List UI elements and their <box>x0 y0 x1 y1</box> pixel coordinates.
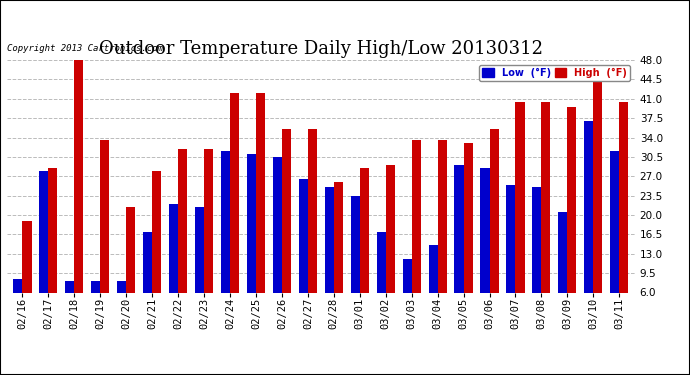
Bar <box>100 140 110 326</box>
Bar <box>117 281 126 326</box>
Legend: Low  (°F), High  (°F): Low (°F), High (°F) <box>480 65 630 81</box>
Bar <box>143 232 152 326</box>
Title: Outdoor Temperature Daily High/Low 20130312: Outdoor Temperature Daily High/Low 20130… <box>99 40 543 58</box>
Bar <box>584 121 593 326</box>
Bar <box>169 204 178 326</box>
Bar <box>619 102 629 326</box>
Bar <box>515 102 524 326</box>
Bar <box>91 281 100 326</box>
Bar <box>542 102 551 326</box>
Bar <box>75 57 83 326</box>
Bar <box>325 188 334 326</box>
Bar <box>204 148 213 326</box>
Bar <box>489 129 499 326</box>
Bar <box>256 93 265 326</box>
Bar <box>351 196 359 326</box>
Bar <box>178 148 187 326</box>
Bar <box>412 140 421 326</box>
Bar <box>152 171 161 326</box>
Bar <box>230 93 239 326</box>
Bar <box>126 207 135 326</box>
Bar <box>66 281 75 326</box>
Bar <box>532 188 542 326</box>
Bar <box>221 152 230 326</box>
Bar <box>273 157 282 326</box>
Bar <box>359 168 369 326</box>
Bar <box>610 152 619 326</box>
Bar <box>39 171 48 326</box>
Bar <box>428 246 437 326</box>
Bar <box>480 168 489 326</box>
Bar <box>386 165 395 326</box>
Bar <box>247 154 256 326</box>
Bar <box>282 129 291 326</box>
Bar <box>195 207 204 326</box>
Bar <box>593 80 602 326</box>
Bar <box>558 212 567 326</box>
Bar <box>377 232 386 326</box>
Bar <box>402 259 412 326</box>
Bar <box>464 143 473 326</box>
Bar <box>334 182 343 326</box>
Bar <box>506 184 515 326</box>
Bar <box>437 140 446 326</box>
Bar <box>48 168 57 326</box>
Bar <box>455 165 464 326</box>
Bar <box>13 279 23 326</box>
Bar <box>308 129 317 326</box>
Bar <box>299 179 308 326</box>
Bar <box>567 107 576 326</box>
Bar <box>23 220 32 326</box>
Text: Copyright 2013 Cartronics.com: Copyright 2013 Cartronics.com <box>7 44 163 52</box>
